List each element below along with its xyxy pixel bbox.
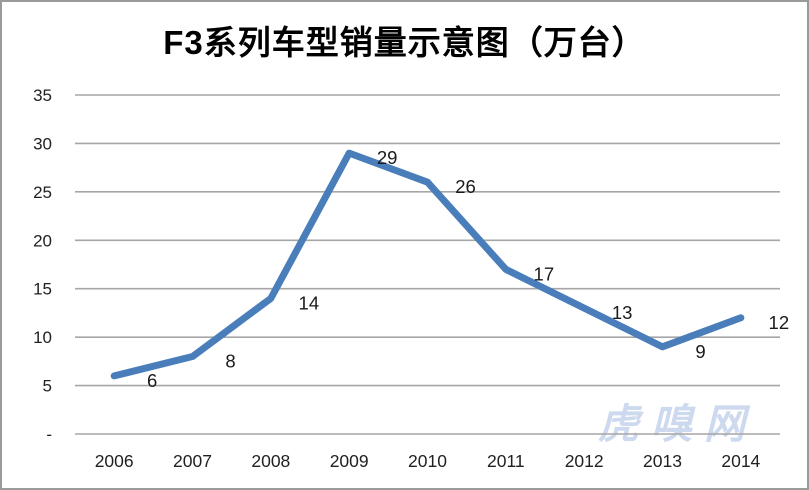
data-point-label: 17 [534, 263, 555, 284]
x-axis-tick-label: 2010 [408, 451, 447, 471]
x-axis-tick-label: 2009 [330, 451, 369, 471]
data-point-label: 9 [695, 341, 705, 362]
data-point-label: 8 [225, 351, 235, 372]
data-point-label: 14 [299, 292, 320, 313]
data-point-label: 29 [377, 147, 398, 168]
chart-title: F3系列车型销量示意图（万台） [163, 24, 646, 61]
y-axis-tick-label: 5 [43, 377, 52, 396]
y-axis-tick-label: 20 [33, 231, 52, 250]
data-point-label: 12 [769, 312, 790, 333]
y-axis-tick-label: 35 [33, 86, 52, 105]
watermark: 虎嗅网 [598, 400, 757, 448]
y-axis-tick-label: 15 [33, 280, 52, 299]
data-point-label: 13 [612, 302, 633, 323]
x-axis-tick-label: 2014 [721, 451, 760, 471]
x-axis-tick-label: 2008 [251, 451, 290, 471]
x-axis-tick-label: 2006 [95, 451, 134, 471]
data-point-label: 26 [455, 176, 476, 197]
data-point-label: 6 [147, 370, 157, 391]
y-axis-tick-label: 10 [33, 328, 52, 347]
series-line [110, 149, 745, 380]
y-axis-tick-label: 25 [33, 183, 52, 202]
y-axis-tick-label: - [46, 425, 52, 444]
y-axis-tick-label: 30 [33, 134, 52, 153]
x-axis-tick-label: 2012 [565, 451, 604, 471]
x-axis-tick-label: 2007 [173, 451, 212, 471]
x-axis-tick-label: 2011 [487, 451, 525, 471]
x-axis-tick-label: 2013 [643, 451, 682, 471]
